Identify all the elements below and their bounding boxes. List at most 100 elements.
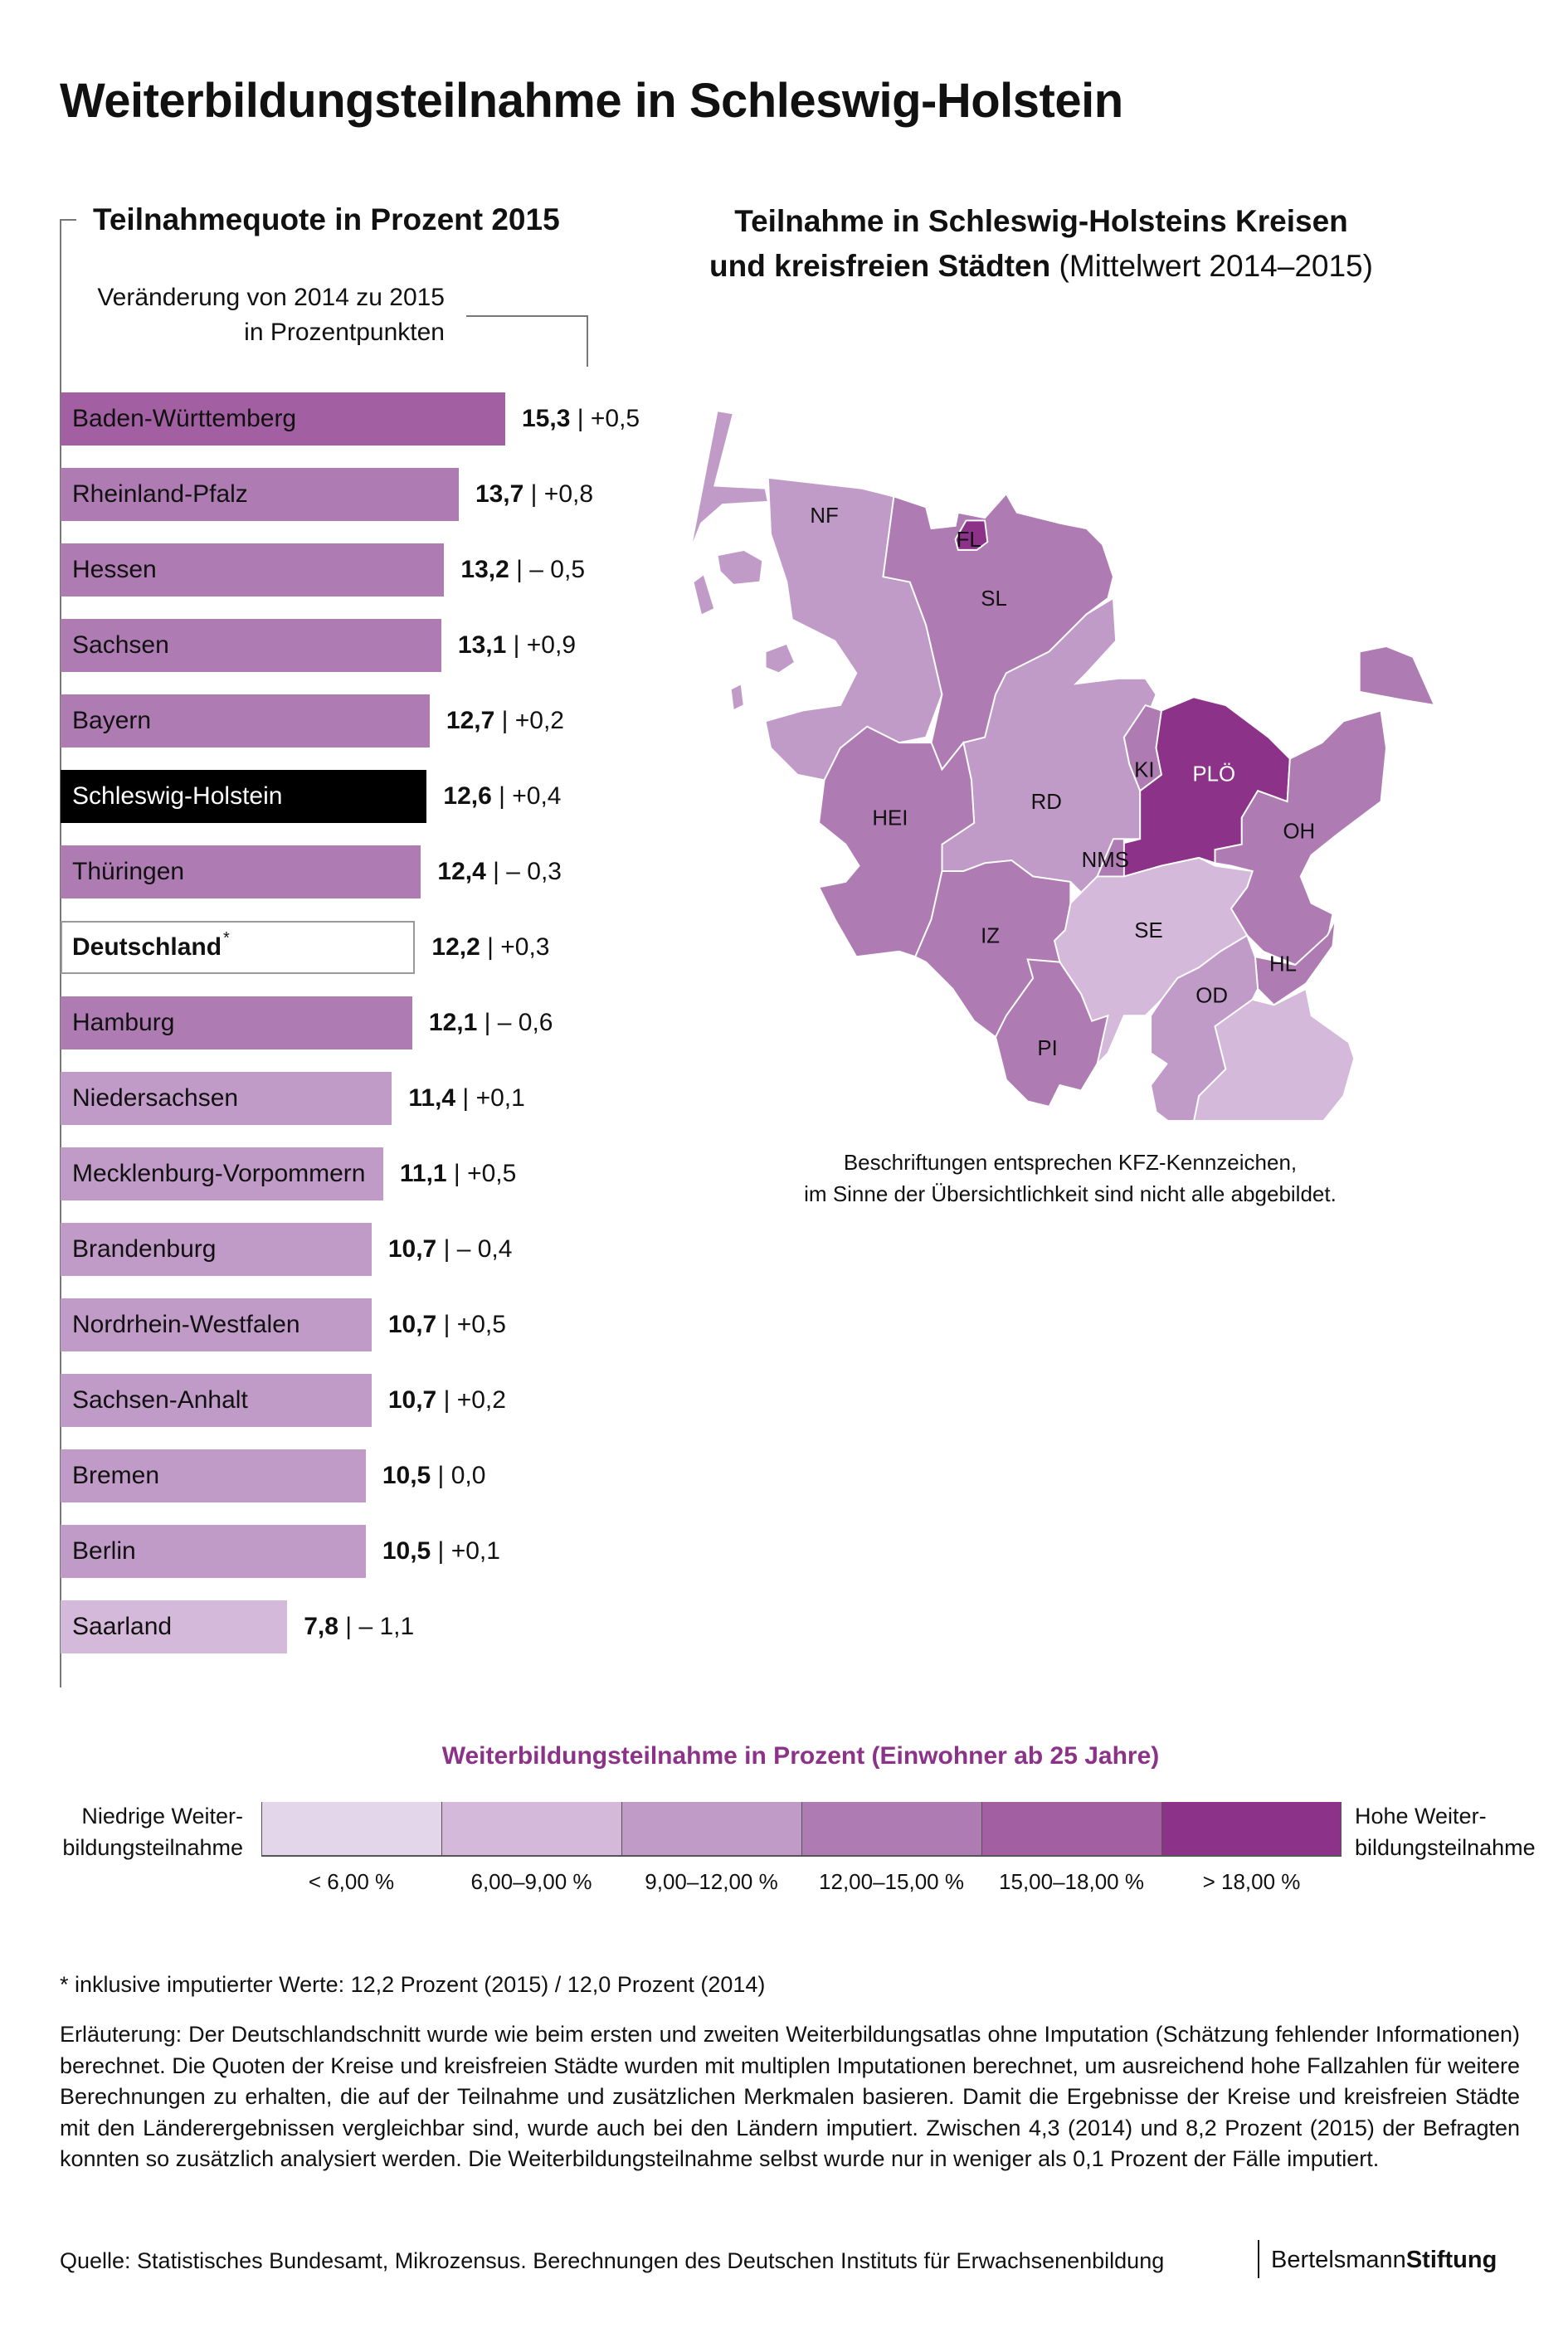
value: 10,5 [382,1537,431,1565]
bar-value-label: 10,5 | +0,1 [382,1537,500,1565]
bar-label: Sachsen [72,631,169,659]
change-bracket-vertical [587,315,588,367]
change: +0,9 [526,631,577,659]
legend-label: 9,00–12,00 % [645,1869,778,1894]
axis-tick [60,219,76,221]
map-region-label: OH [1283,821,1315,844]
map-region-sl [882,492,1114,772]
map-region-nf [716,548,764,586]
legend-swatch-9to12 [621,1802,801,1855]
map-region-label: OD [1195,985,1228,1008]
bar-value-label: 10,5 | 0,0 [382,1462,486,1489]
value: 11,1 [399,1160,447,1187]
change: – 0,6 [497,1009,553,1036]
legend-low-label: Niedrige Weiter- bildungsteilnahme [33,1800,243,1863]
map-title-line2-normal: (Mittelwert 2014–2015) [1050,249,1373,283]
bar: Hamburg [61,996,412,1049]
map-region-hl [1254,918,1337,1006]
bar-value-label: 13,7 | +0,8 [475,480,594,508]
bar-chart-subtitle-line1: Veränderung von 2014 zu 2015 [97,284,445,311]
bar: Deutschland * [61,921,416,974]
logo-divider [1258,2240,1259,2278]
bar-label: Hessen [72,556,157,583]
bar-label: Saarland [72,1613,173,1640]
map-region-label: FL [957,528,981,552]
bar: Bayern [61,694,430,747]
change: 0,0 [450,1462,486,1489]
legend-low-line2: bildungsteilnahme [62,1835,243,1860]
legend-swatch-6to9 [441,1802,621,1855]
map-region-label: HL [1269,953,1297,976]
bar-value-label: 12,2 | +0,3 [431,933,550,961]
map-region-nf [692,572,716,617]
legend-high-label: Hohe Weiter- bildungsteilnahme [1355,1800,1568,1863]
value: 12,7 [446,707,495,734]
bar-label: Hamburg [72,1009,175,1036]
change: – 0,3 [506,858,562,885]
value: 12,2 [431,933,480,961]
change: +0,3 [500,933,550,961]
map-region-label: RD [1031,791,1062,814]
bar-value-label: 13,2 | – 0,5 [460,556,586,583]
change: +0,5 [456,1311,506,1338]
bar: Mecklenburg-Vorpommern [61,1147,383,1200]
legend-high-line1: Hohe Weiter- [1355,1804,1487,1829]
bar-label: Sachsen-Anhalt [72,1386,248,1414]
value: 7,8 [304,1613,338,1640]
value: 12,4 [437,858,486,885]
bar-label: Brandenburg [72,1235,217,1263]
map-region-label: NMS [1082,849,1129,872]
map-region-nf [729,682,745,712]
map-caption: Beschriftungen entsprechen KFZ-Kennzeich… [730,1147,1410,1210]
legend-label: 12,00–15,00 % [819,1869,964,1894]
value: 10,7 [387,1235,437,1263]
change: +0,1 [450,1537,500,1565]
logo-part2: Stiftung [1405,2247,1497,2273]
value: 13,1 [457,631,507,659]
bar: Sachsen [61,619,441,672]
legend-label: 15,00–18,00 % [999,1869,1144,1894]
value: 12,6 [443,782,492,810]
bar: Hessen [61,543,445,597]
change: – 0,5 [529,556,586,583]
map-caption-line2: im Sinne der Übersichtlichkeit sind nich… [804,1181,1337,1206]
value: 10,7 [387,1311,437,1338]
bar-value-label: 12,6 | +0,4 [443,782,562,810]
map-region-label: SE [1134,919,1162,942]
change: +0,2 [514,707,564,734]
legend-label: < 6,00 % [308,1869,395,1894]
bar: Brandenburg [61,1223,372,1276]
bar-value-label: 12,7 | +0,2 [446,707,564,734]
bar-chart-title: Teilnahmequote in Prozent 2015 [93,202,560,236]
map-title: Teilnahme in Schleswig-Holsteins Kreisen… [664,199,1419,289]
map-region-nf [764,642,796,674]
map-region-label: KI [1134,758,1154,782]
map-region-nf [689,410,769,551]
legend-label: 6,00–9,00 % [470,1869,592,1894]
footnote-mark: * [223,929,230,947]
bar-label: Deutschland [72,933,222,961]
bar-label: Berlin [72,1537,136,1565]
bar-label: Thüringen [72,858,185,885]
change: +0,8 [543,480,594,508]
bar-value-label: 7,8 | – 1,1 [304,1613,415,1640]
bar: Saarland [61,1600,288,1653]
bar-label: Bremen [72,1462,160,1489]
legend-high-line2: bildungsteilnahme [1355,1835,1536,1860]
bar-label: Nordrhein-Westfalen [72,1311,300,1338]
value: 11,4 [408,1084,456,1112]
map-title-line1: Teilnahme in Schleswig-Holsteins Kreisen [734,204,1348,238]
change: +0,1 [475,1084,525,1112]
bar: Niedersachsen [61,1072,392,1125]
map-region-fehmarn [1358,645,1436,707]
bar-label: Niedersachsen [72,1084,239,1112]
map-region-label: NF [810,504,838,528]
bar-value-label: 10,7 | +0,2 [387,1386,506,1414]
bar-value-label: 12,4 | – 0,3 [437,858,562,885]
map-region-label: RZ [1231,1119,1259,1120]
legend-low-line1: Niedrige Weiter- [81,1804,243,1829]
legend-label: > 18,00 % [1202,1869,1301,1894]
map-region-pi [994,958,1109,1108]
legend-swatch-gt18 [1161,1802,1342,1855]
map-region-label: SL [981,587,1007,611]
